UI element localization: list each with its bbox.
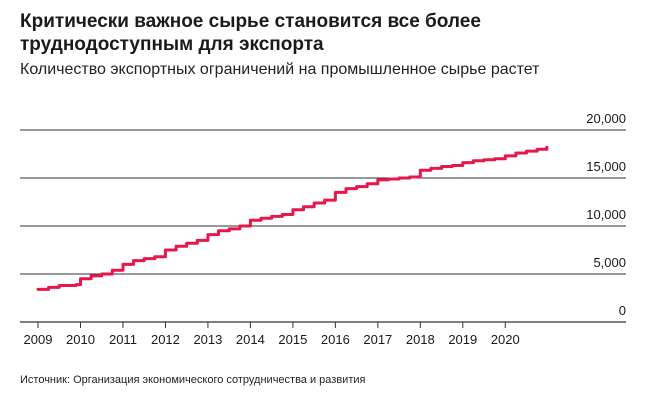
x-tick-label: 2019	[448, 332, 477, 347]
x-tick-label: 2012	[151, 332, 180, 347]
series-line	[36, 145, 549, 291]
y-tick-label: 5,000	[593, 255, 626, 270]
y-tick-label: 15,000	[586, 159, 626, 174]
y-tick-label: 10,000	[586, 207, 626, 222]
x-tick-label: 2014	[236, 332, 265, 347]
series-layer	[36, 145, 549, 291]
x-tick-label: 2020	[491, 332, 520, 347]
gridlines	[20, 129, 626, 323]
chart-title: Критически важное сырье становится все б…	[20, 11, 481, 55]
x-tick-label: 2018	[406, 332, 435, 347]
x-tick-label: 2011	[109, 332, 137, 347]
x-tick-label: 2015	[278, 332, 307, 347]
x-tick-label: 2017	[363, 332, 392, 347]
source-note: Источник: Организация экономического сот…	[20, 374, 366, 386]
x-tick-label: 2009	[24, 332, 53, 347]
x-tick-label: 2013	[193, 332, 222, 347]
axis-ticks: 0 5,000 10,000 15,000 20,000 2009 2010 2011 2012…	[24, 111, 626, 347]
y-tick-label: 0	[619, 303, 626, 318]
x-tick-label: 2010	[66, 332, 95, 347]
chart-subtitle: Количество экспортных ограничений на про…	[20, 61, 540, 78]
x-tick-label: 2016	[321, 332, 350, 347]
y-tick-label: 20,000	[586, 111, 626, 126]
